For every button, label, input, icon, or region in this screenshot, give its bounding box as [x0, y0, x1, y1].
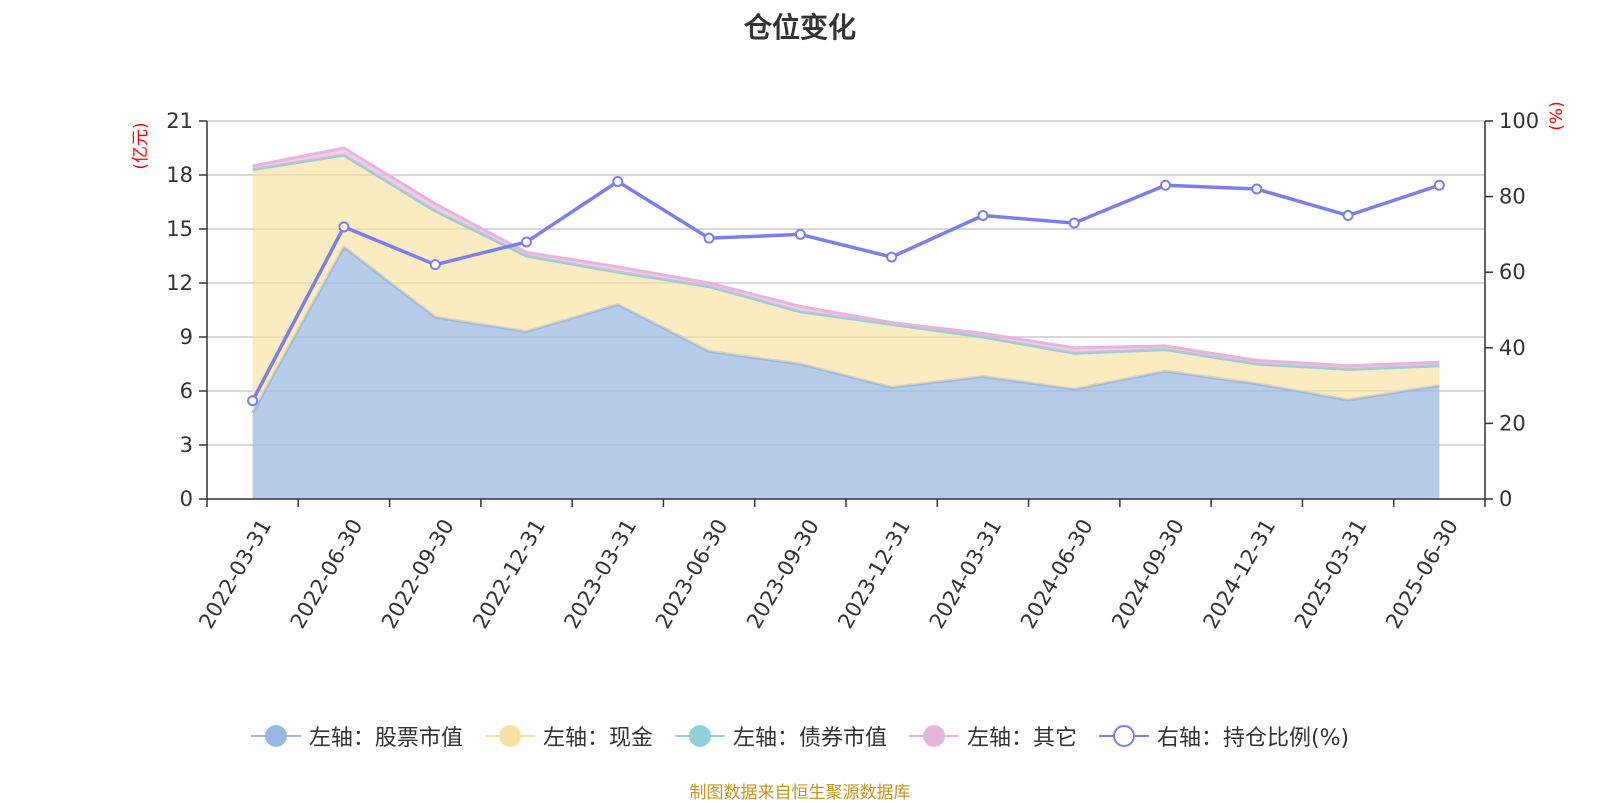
right-tick-label: 40	[1499, 336, 1526, 360]
legend-swatch-stock	[250, 723, 301, 749]
point-position-ratio	[338, 221, 350, 233]
x-tick-label: 2023-12-31	[833, 515, 915, 633]
left-tick-label: 12	[166, 271, 193, 295]
line-position-ratio	[251, 179, 1440, 402]
x-tick-label: 2024-09-30	[1107, 515, 1189, 633]
x-tick-label: 2022-03-31	[194, 515, 276, 633]
point-position-ratio	[1251, 183, 1263, 195]
left-tick-label: 0	[180, 487, 193, 511]
point-position-ratio	[794, 228, 806, 240]
legend-item-ratio[interactable]: 右轴：持仓比例(%)	[1098, 720, 1350, 752]
point-position-ratio	[1433, 179, 1445, 191]
x-tick-label: 2023-06-30	[651, 515, 733, 633]
chart-title: 仓位变化	[743, 11, 856, 44]
point-position-ratio	[521, 236, 532, 248]
line-other	[252, 146, 1440, 368]
x-tick-label: 2022-12-31	[468, 515, 550, 633]
data-source-note: 制图数据来自恒生聚源数据库	[689, 783, 911, 803]
legend-swatch-cash	[484, 723, 535, 749]
chart-legend: 左轴：股票市值 左轴：现金 左轴：债券市值 左轴：其它 右轴：持仓比例(%)	[0, 720, 1600, 752]
x-tick-label: 2023-03-31	[559, 515, 641, 633]
legend-swatch-other	[908, 723, 959, 749]
left-axis-unit: (亿元)	[131, 122, 151, 169]
legend-item-cash[interactable]: 左轴：现金	[484, 720, 653, 752]
legend-label-ratio: 右轴：持仓比例(%)	[1156, 726, 1350, 751]
point-position-ratio	[429, 259, 441, 271]
left-tick-label: 15	[166, 217, 193, 241]
legend-item-other[interactable]: 左轴：其它	[908, 720, 1077, 752]
right-axis-unit: (%)	[1547, 101, 1567, 130]
right-tick-label: 60	[1499, 260, 1526, 284]
left-tick-label: 18	[166, 163, 193, 187]
x-tick-label: 2025-03-31	[1290, 515, 1372, 633]
point-position-ratio	[977, 210, 989, 221]
point-position-ratio	[1160, 179, 1171, 191]
legend-label-stock: 左轴：股票市值	[308, 726, 463, 751]
legend-label-cash: 左轴：现金	[542, 726, 653, 751]
x-tick-label: 2024-12-31	[1198, 515, 1280, 633]
left-tick-label: 9	[180, 325, 193, 349]
x-tick-label: 2024-03-31	[925, 515, 1007, 633]
point-position-ratio	[886, 251, 898, 263]
point-position-ratio	[703, 232, 715, 244]
left-tick-label: 21	[166, 109, 193, 133]
right-tick-label: 100	[1499, 109, 1539, 133]
left-tick-label: 6	[180, 379, 193, 403]
area-other	[252, 148, 1440, 370]
legend-label-other: 左轴：其它	[966, 726, 1077, 751]
right-tick-label: 20	[1499, 411, 1526, 435]
right-tick-label: 80	[1499, 185, 1526, 209]
point-position-ratio	[247, 395, 259, 407]
x-tick-label: 2024-06-30	[1016, 515, 1098, 633]
point-position-ratio	[1342, 210, 1354, 221]
legend-swatch-ratio	[1098, 723, 1149, 749]
x-tick-label: 2022-06-30	[286, 515, 368, 633]
point-position-ratio	[612, 175, 624, 187]
legend-item-bond[interactable]: 左轴：债券市值	[674, 720, 887, 752]
legend-swatch-bond	[674, 723, 725, 749]
legend-item-stock[interactable]: 左轴：股票市值	[250, 720, 463, 752]
right-tick-label: 0	[1499, 487, 1512, 511]
area-cash	[252, 155, 1440, 413]
x-tick-label: 2022-09-30	[377, 515, 459, 633]
x-tick-label: 2025-06-30	[1381, 515, 1463, 633]
point-position-ratio	[1068, 217, 1080, 229]
area-stock	[252, 247, 1440, 499]
legend-label-bond: 左轴：债券市值	[732, 726, 887, 751]
x-tick-label: 2023-09-30	[742, 515, 824, 633]
left-tick-label: 3	[180, 433, 193, 457]
